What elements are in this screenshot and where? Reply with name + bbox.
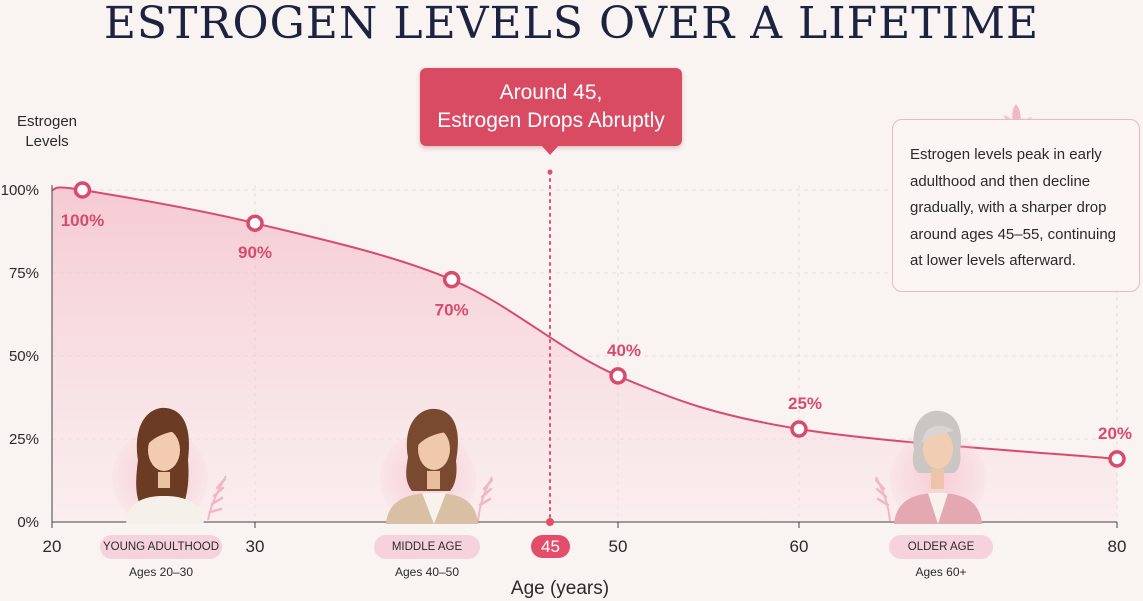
y-tick-label: 100%	[1, 182, 39, 199]
stage-ages-older: Ages 60+	[915, 565, 967, 579]
age-45-marker-badge: 45	[531, 535, 570, 558]
callout-line-2: Estrogen Drops Abruptly	[437, 109, 665, 132]
young-woman-illustration	[112, 407, 227, 524]
x-tick-label: 80	[1108, 537, 1127, 556]
y-tick-label: 0%	[17, 514, 39, 531]
stage-ages-young: Ages 20–30	[128, 565, 194, 579]
data-label: 70%	[435, 301, 469, 320]
axes: 0% 25% 50% 75% 100% 20 30 50 60 80	[1, 169, 1127, 556]
data-point	[1108, 450, 1126, 468]
age-45-top-dot	[547, 169, 553, 175]
middle-age-woman-illustration	[380, 408, 494, 524]
y-tick-label: 25%	[9, 431, 39, 448]
callout-line-1: Around 45,	[499, 81, 603, 104]
data-label: 40%	[607, 341, 641, 360]
x-tick-label: 30	[246, 537, 265, 556]
x-tick-label: 50	[609, 537, 628, 556]
age-45-axis-dot	[546, 518, 554, 526]
data-marks: 100% 90% 70% 40% 25% 20%	[61, 181, 1132, 468]
stage-badge-young: YOUNG ADULTHOOD	[100, 535, 222, 559]
info-note: Estrogen levels peak in early adulthood …	[892, 119, 1140, 292]
data-point	[246, 214, 264, 232]
data-label: 20%	[1098, 424, 1132, 443]
area-fill	[52, 187, 1117, 522]
area-layer	[51, 186, 1118, 522]
data-label: 100%	[61, 211, 104, 230]
y-axis-title: Estrogen Levels	[16, 113, 78, 150]
data-point	[790, 420, 808, 438]
drop-callout: Around 45, Estrogen Drops Abruptly	[420, 68, 682, 155]
y-tick-label: 75%	[9, 265, 39, 282]
page-title: ESTROGEN LEVELS OVER A LIFETIME	[103, 0, 1040, 49]
data-label: 25%	[788, 394, 822, 413]
data-point	[442, 270, 461, 289]
y-tick-label: 50%	[9, 348, 39, 365]
x-tick-label: 60	[790, 537, 809, 556]
stage-badge-middle: MIDDLE AGE	[374, 535, 480, 559]
data-point	[609, 367, 627, 385]
stage-ages-middle: Ages 40–50	[394, 565, 460, 579]
stage-badge-older: OLDER AGE	[889, 535, 993, 559]
older-woman-illustration	[874, 410, 986, 524]
x-tick-label: 20	[43, 537, 62, 556]
series-line	[51, 186, 1118, 460]
x-axis-title: Age (years)	[510, 578, 610, 599]
data-label: 90%	[238, 243, 272, 262]
data-point	[73, 181, 92, 199]
